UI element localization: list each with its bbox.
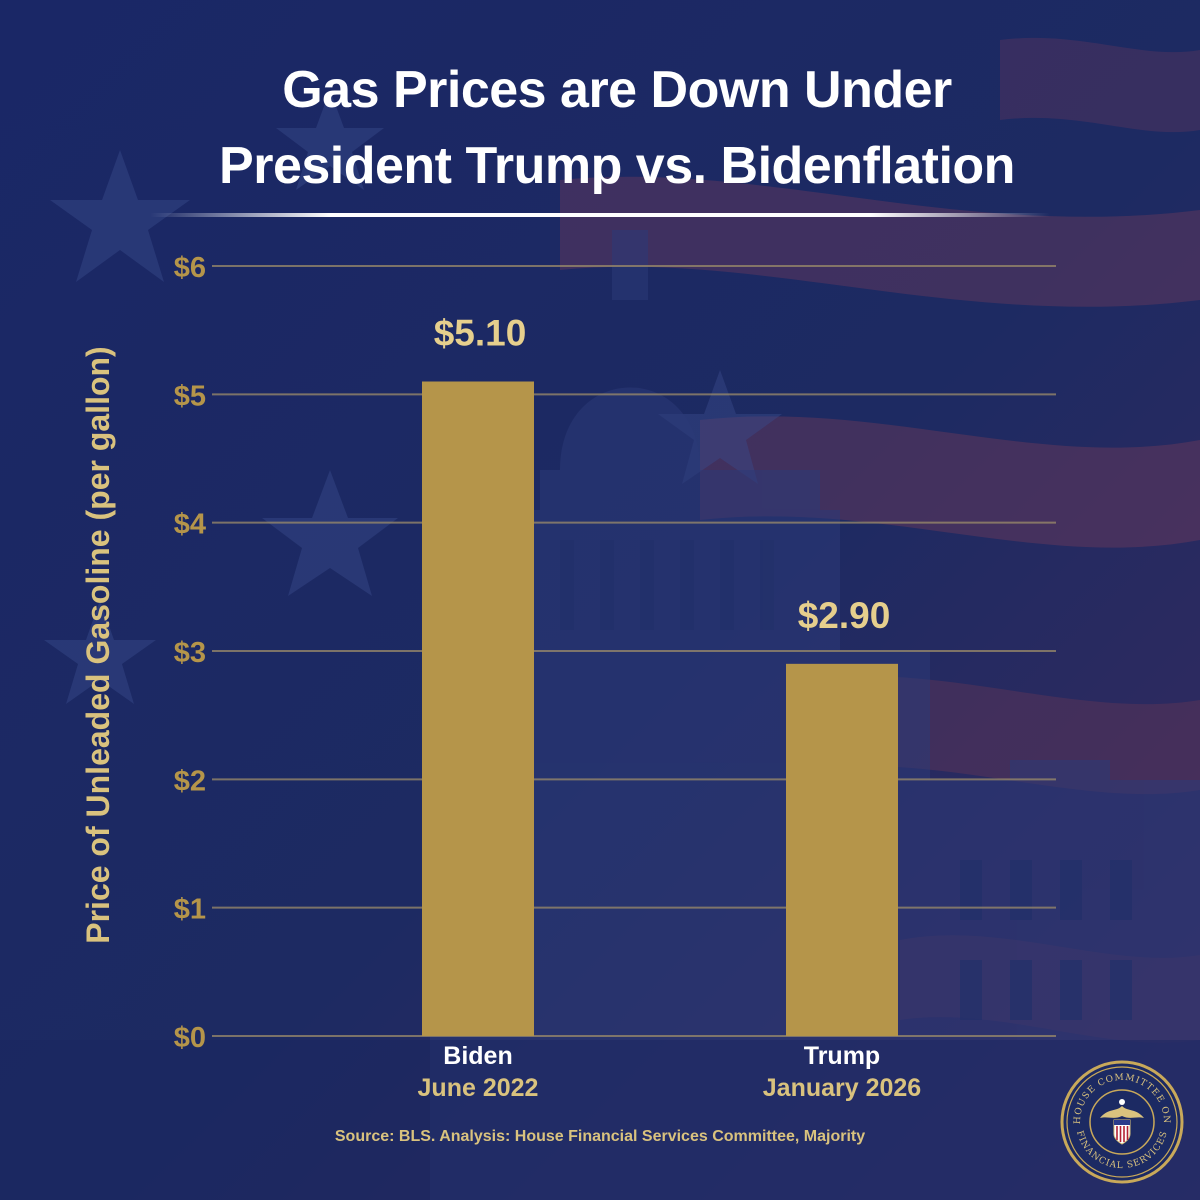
title-line-1: Gas Prices are Down Under	[282, 61, 952, 119]
x-category-label: Biden June 2022	[348, 1040, 608, 1104]
y-tick-label: $1	[174, 894, 206, 926]
category-name: Biden	[443, 1042, 513, 1070]
title-line-2: President Trump vs. Bidenflation	[219, 137, 1015, 195]
bar	[786, 663, 898, 1036]
y-tick-label: $3	[174, 637, 206, 669]
title-divider	[150, 213, 1050, 217]
y-tick-label: $5	[174, 380, 206, 412]
category-date: June 2022	[417, 1074, 539, 1102]
chart-title: Gas Prices are Down Under President Trum…	[0, 52, 1200, 204]
source-note: Source: BLS. Analysis: House Financial S…	[334, 1128, 866, 1145]
y-tick-label: $4	[174, 509, 206, 541]
y-tick-label: $2	[174, 765, 206, 797]
category-date: January 2026	[762, 1074, 922, 1102]
y-tick-label: $6	[174, 252, 206, 284]
bar	[422, 381, 534, 1036]
y-tick-label: $0	[174, 1022, 206, 1054]
bar-value-label: $5.10	[434, 313, 527, 354]
category-name: Trump	[803, 1042, 881, 1070]
committee-seal-icon: HOUSE COMMITTEE ON FINANCIAL SERVICES	[1060, 1060, 1184, 1184]
bar-value-label: $2.90	[798, 595, 891, 636]
x-category-label: Trump January 2026	[712, 1040, 972, 1104]
